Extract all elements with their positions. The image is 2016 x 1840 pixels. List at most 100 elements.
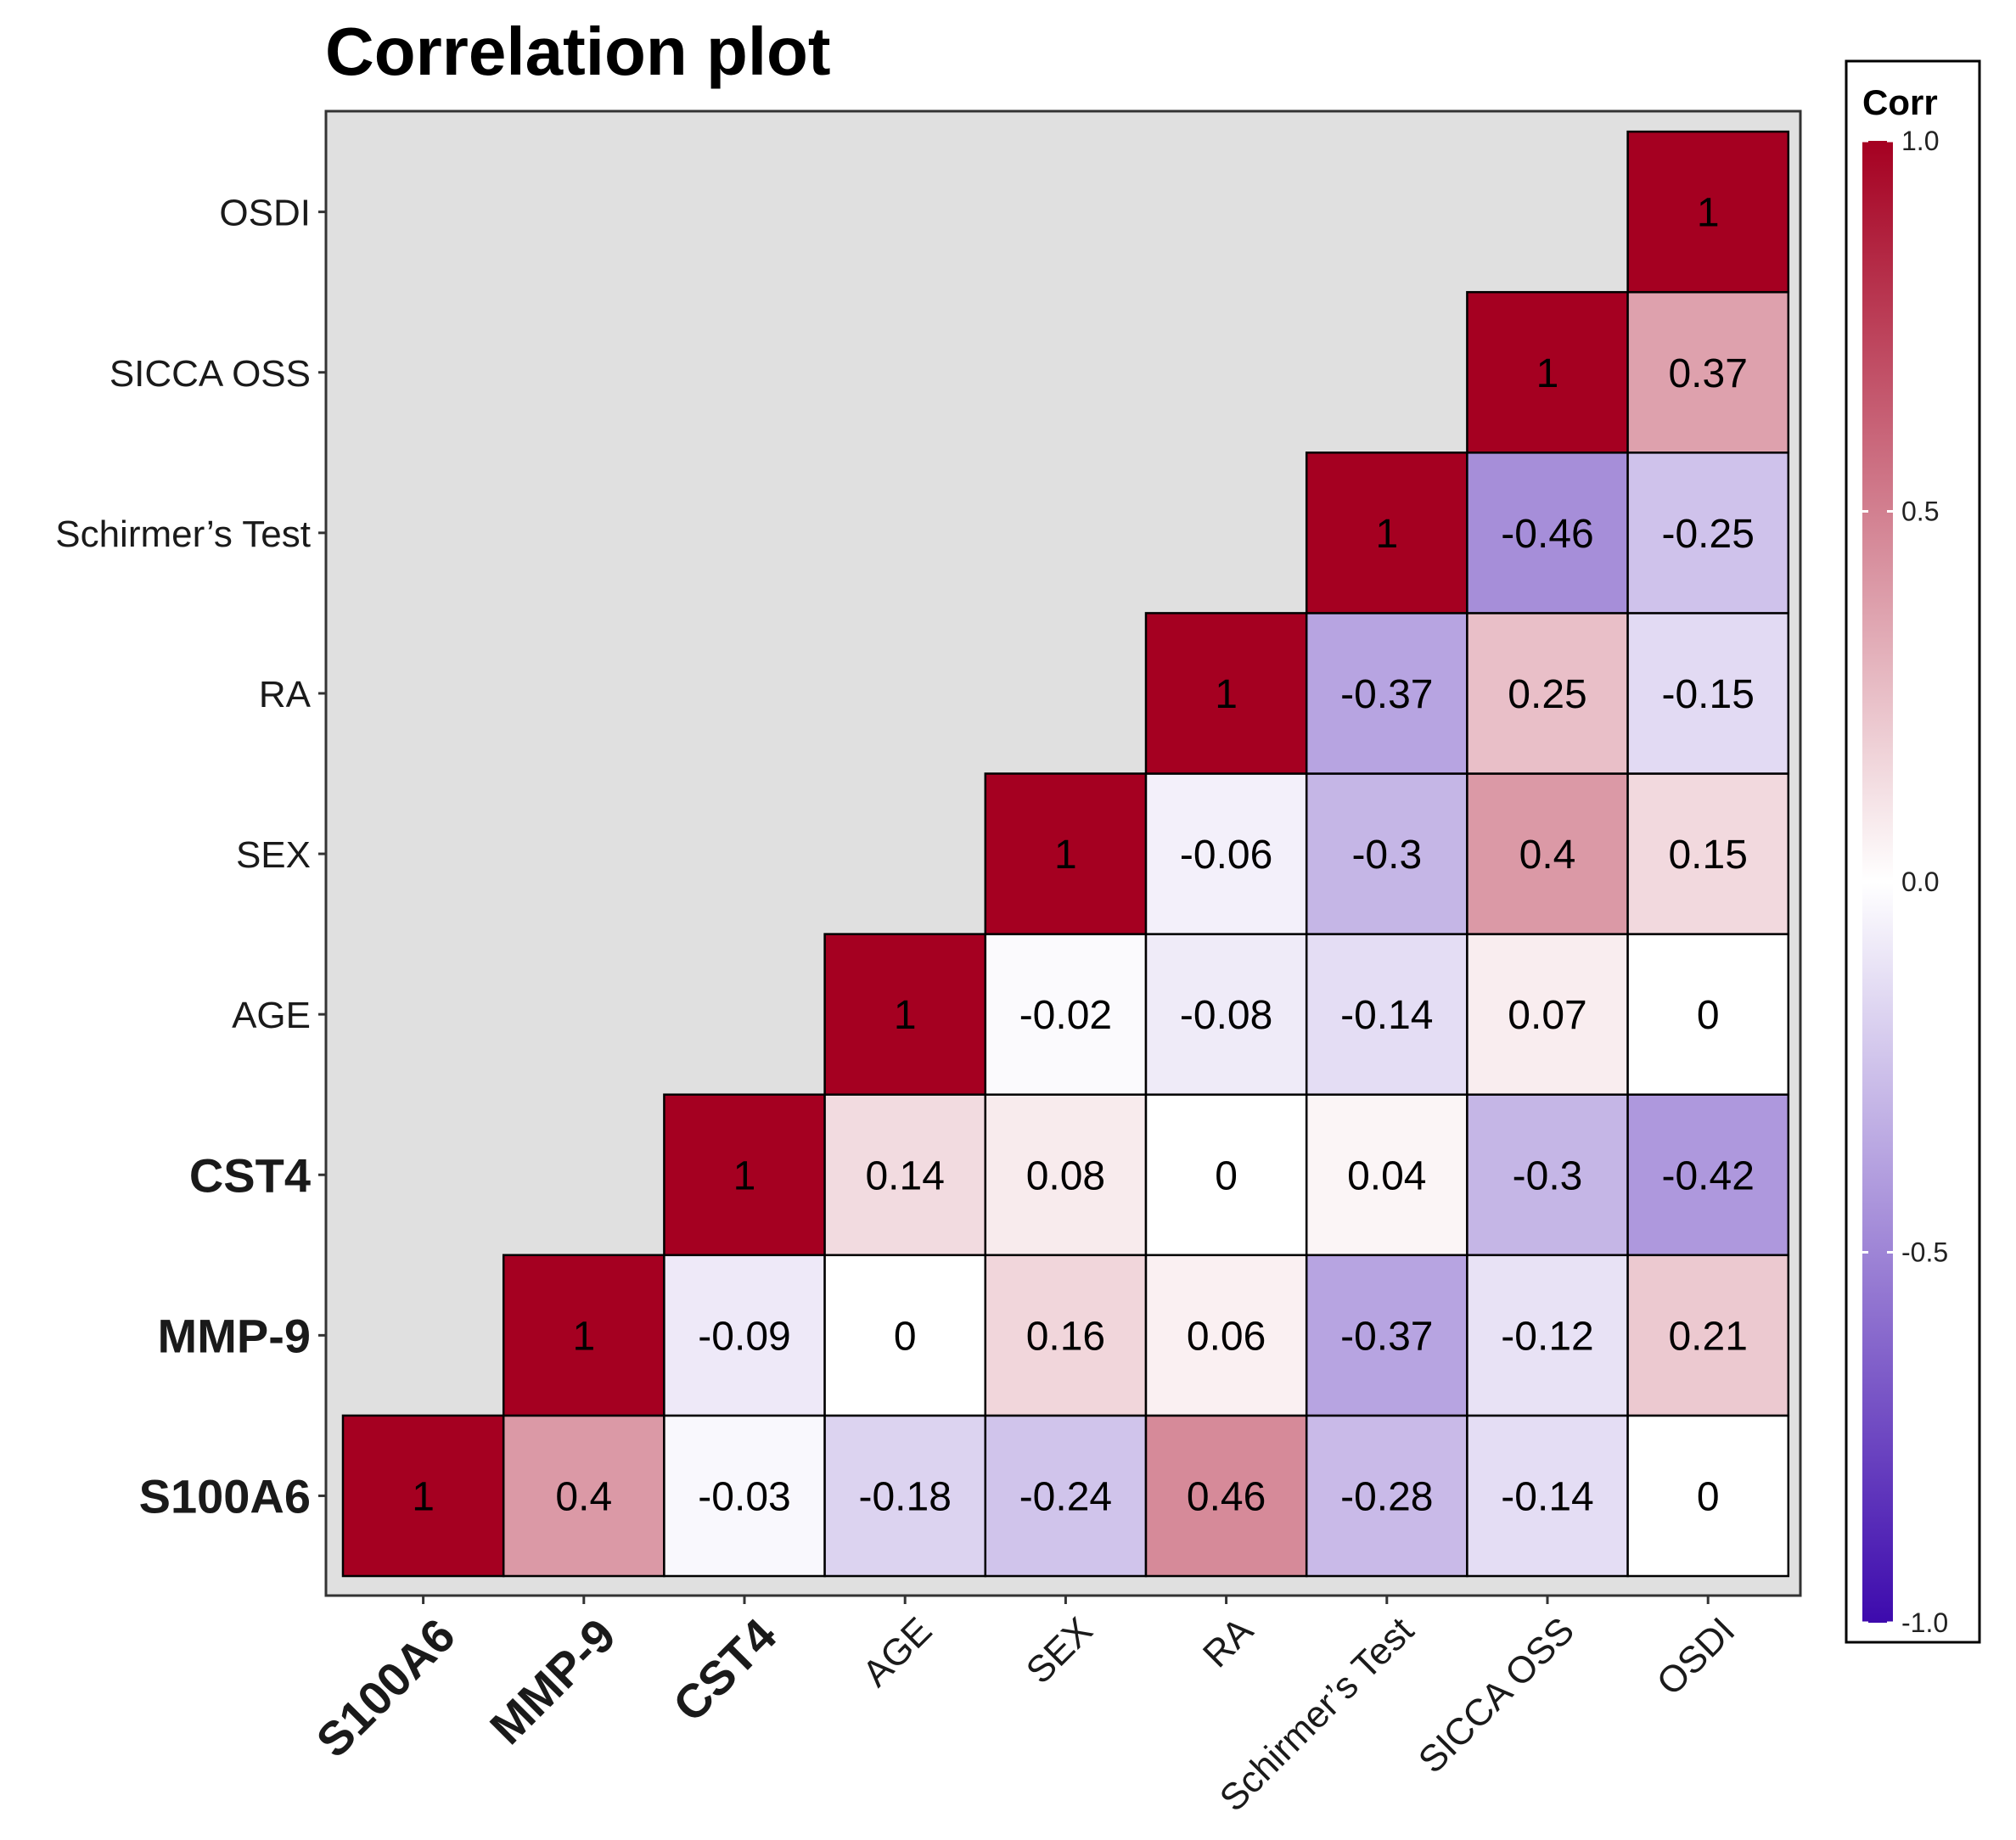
cell-value-label: 1 [1375, 512, 1398, 557]
heatmap-cell [1305, 1414, 1468, 1578]
cell-value-label: -0.12 [1501, 1314, 1593, 1359]
legend-title: Corr [1862, 82, 1938, 122]
chart-title: Correlation plot [325, 14, 831, 89]
heatmap-cell [984, 933, 1148, 1096]
heatmap-cell [1626, 1093, 1790, 1257]
legend-tick-label: 1.0 [1901, 126, 1939, 156]
heatmap-cell [984, 1254, 1148, 1417]
y-axis-label-ra: RA [259, 674, 312, 715]
y-axis-label-sex: SEX [236, 834, 311, 876]
cell-value-label: -0.02 [1019, 993, 1112, 1038]
cell-value-label: -0.37 [1340, 672, 1433, 717]
cell-value-label: 0.08 [1026, 1153, 1105, 1198]
heatmap-cell [1626, 1254, 1790, 1417]
cell-value-label: 1 [412, 1474, 435, 1519]
heatmap-cell [1305, 1254, 1468, 1417]
x-axis-label-age: AGE [855, 1609, 940, 1694]
cell-value-label: 0.04 [1347, 1153, 1426, 1198]
heatmap-cell [1305, 933, 1468, 1096]
cell-value-label: 0 [1697, 1474, 1720, 1519]
cell-value-label: 0.15 [1668, 833, 1747, 878]
heatmap-cell [1305, 772, 1468, 935]
y-axis-label-age: AGE [232, 995, 311, 1036]
heatmap-cell [341, 1414, 505, 1578]
heatmap-cell [1466, 290, 1629, 454]
heatmap-cell [1144, 612, 1308, 775]
heatmap-cell [663, 1254, 826, 1417]
cell-value-label: 1 [1054, 833, 1077, 878]
legend-tick-label: 0.0 [1901, 867, 1939, 897]
heatmap-cell [984, 772, 1148, 935]
cell-value-label: 1 [894, 993, 917, 1038]
heatmap-cell [1144, 772, 1308, 935]
cell-value-label: 1 [1697, 191, 1720, 236]
x-axis-label-s100a6: S100A6 [306, 1608, 465, 1768]
heatmap-cell [1466, 612, 1629, 775]
cell-value-label: -0.14 [1501, 1474, 1593, 1519]
cell-value-label: 1 [572, 1314, 595, 1359]
heatmap-cell [1626, 452, 1790, 614]
x-axis-label-cst4: CST4 [663, 1608, 787, 1732]
cell-value-label: -0.28 [1340, 1474, 1433, 1519]
cell-value-label: -0.3 [1351, 833, 1422, 878]
heatmap-cell [984, 1414, 1148, 1578]
cell-value-label: -0.18 [858, 1474, 951, 1519]
y-axis-label-mmp-9: MMP-9 [158, 1309, 311, 1362]
y-axis-label-cst4: CST4 [189, 1148, 311, 1202]
heatmap-cell [823, 1414, 987, 1578]
legend-tick-label: -0.5 [1901, 1237, 1948, 1268]
cell-value-label: -0.46 [1501, 512, 1593, 557]
cell-value-label: -0.37 [1340, 1314, 1433, 1359]
heatmap-cell [823, 933, 987, 1096]
cell-value-label: 0.07 [1508, 993, 1586, 1038]
heatmap-cell [1466, 1414, 1629, 1578]
heatmap-cell [502, 1414, 665, 1578]
cell-value-label: -0.08 [1180, 993, 1272, 1038]
y-axis-label-s100a6: S100A6 [139, 1469, 311, 1523]
cell-value-label: -0.25 [1661, 512, 1754, 557]
y-axis-label-sicca-oss: SICCA OSS [110, 353, 311, 395]
cell-value-label: -0.09 [698, 1314, 790, 1359]
heatmap-cell [1305, 452, 1468, 614]
cell-value-label: 0.46 [1187, 1474, 1266, 1519]
cell-value-label: 0.16 [1026, 1314, 1105, 1359]
cell-value-label: 0.14 [865, 1153, 944, 1198]
cell-value-label: 0.4 [1519, 833, 1576, 878]
cell-value-label: -0.06 [1180, 833, 1272, 878]
cell-value-label: 1 [1536, 351, 1559, 396]
heatmap-cell [1466, 452, 1629, 614]
heatmap-cells: 1 0.4 -0.03 -0.18 -0.24 0.46 -0.28 -0.14 0 1 -0.09… [341, 130, 1790, 1578]
x-axis-label-sicca-oss: SICCA OSS [1411, 1609, 1582, 1781]
heatmap-cell [502, 1254, 665, 1417]
legend-tick-label: 0.5 [1901, 496, 1939, 527]
cell-value-label: -0.42 [1661, 1153, 1754, 1198]
x-axis-label-osdi: OSDI [1649, 1609, 1744, 1703]
cell-value-label: 0.4 [555, 1474, 612, 1519]
cell-value-label: 1 [733, 1153, 756, 1198]
heatmap-cell [1626, 612, 1790, 775]
heatmap-cell [1466, 1254, 1629, 1417]
heatmap-cell [1626, 772, 1790, 935]
cell-value-label: 0.25 [1508, 672, 1586, 717]
heatmap-cell [1626, 290, 1790, 454]
cell-value-label: 1 [1215, 672, 1238, 717]
cell-value-label: 0 [894, 1314, 917, 1359]
cell-value-label: -0.15 [1661, 672, 1754, 717]
cell-value-label: -0.3 [1513, 1153, 1583, 1198]
cell-value-label: -0.14 [1340, 993, 1433, 1038]
heatmap-cell [1626, 1414, 1790, 1578]
x-axis-label-mmp-9: MMP-9 [480, 1608, 626, 1754]
heatmap-cell [823, 1093, 987, 1257]
heatmap-cell [1626, 130, 1790, 294]
cell-value-label: 0.37 [1668, 351, 1747, 396]
cell-value-label: 0 [1215, 1153, 1238, 1198]
y-axis-labels: S100A6 MMP-9 CST4 AGE SEX RA Schirmer’s Test SI… [55, 193, 326, 1523]
cell-value-label: 0 [1697, 993, 1720, 1038]
color-legend: Corr 1.0 0.5 0.0 -0.5 -1.0 [1845, 59, 1981, 1644]
y-axis-label-osdi: OSDI [219, 193, 311, 234]
cell-value-label: -0.03 [698, 1474, 790, 1519]
cell-value-label: -0.24 [1019, 1474, 1112, 1519]
heatmap-cell [1626, 933, 1790, 1096]
